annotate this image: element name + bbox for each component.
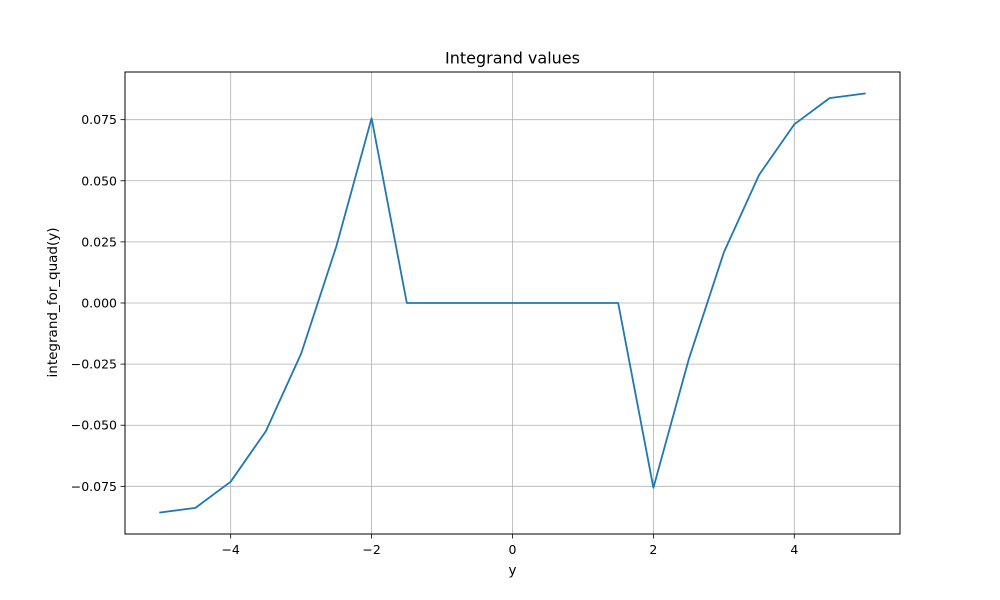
tick-layer: −4 −2 0 2 4 −0.075 −0.050 −0.025 0.000 0.025 0.050… <box>71 112 799 557</box>
y-tick-label: 0.025 <box>81 234 117 249</box>
x-axis-label: y <box>509 563 517 579</box>
y-tick-label: 0.075 <box>81 112 117 127</box>
y-tick-label: −0.025 <box>71 357 117 372</box>
y-axis-label: integrand_for_quad(y) <box>45 228 61 378</box>
y-tick-label: 0.050 <box>81 173 117 188</box>
x-tick-label: 2 <box>649 542 657 557</box>
y-tick-label: −0.075 <box>71 479 117 494</box>
x-tick-label: 0 <box>509 542 517 557</box>
x-tick-label: −2 <box>362 542 380 557</box>
x-tick-label: −4 <box>221 542 239 557</box>
series-layer <box>159 92 866 514</box>
chart-title: Integrand values <box>445 49 580 68</box>
y-tick-label: −0.050 <box>71 418 117 433</box>
x-tick-label: 4 <box>790 542 798 557</box>
y-tick-label: 0.000 <box>81 296 117 311</box>
series-line <box>159 92 866 514</box>
